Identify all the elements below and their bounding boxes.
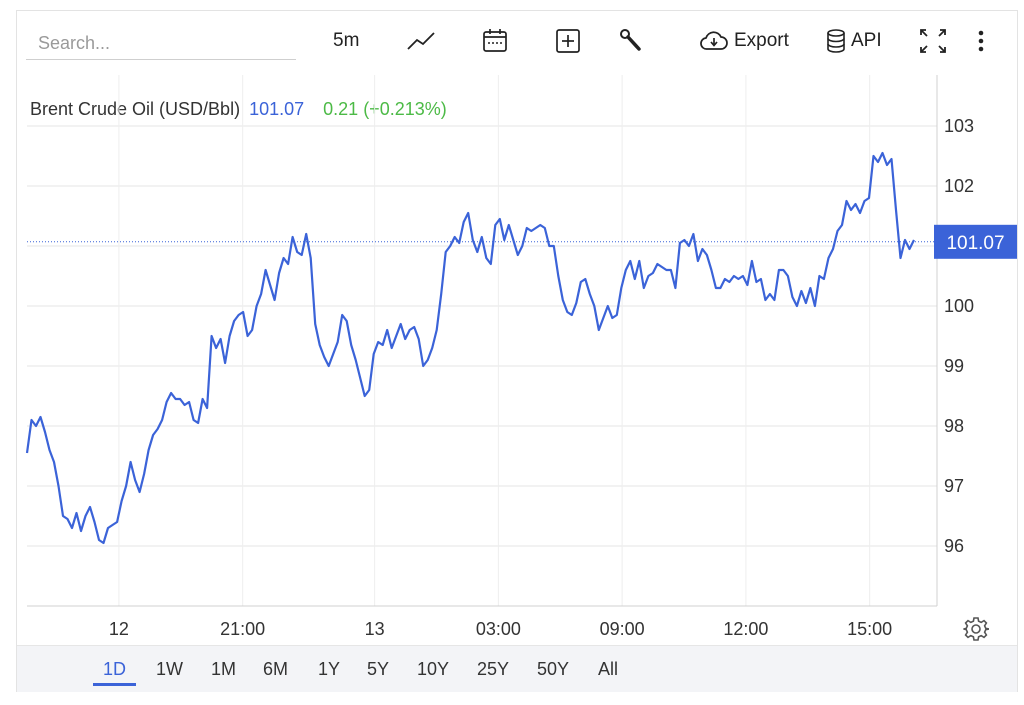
range-button-25y[interactable]: 25Y <box>477 659 510 679</box>
legend-last-value: 101.07 <box>249 99 305 119</box>
wrench-icon <box>620 29 641 51</box>
y-tick-label: 98 <box>944 416 964 436</box>
cloud-download-icon <box>700 31 728 50</box>
x-tick-label: 13 <box>365 619 385 639</box>
calendar-icon <box>483 29 507 52</box>
more-options-button[interactable] <box>976 26 986 56</box>
range-button-1d[interactable]: 1D <box>92 654 137 686</box>
interval-selector[interactable]: 5m <box>333 26 359 56</box>
date-range-button[interactable] <box>482 26 508 56</box>
range-button-1m[interactable]: 1M <box>211 659 237 679</box>
range-button-5y[interactable]: 5Y <box>367 659 390 679</box>
legend-change: 0.21 (+0.213%) <box>323 99 447 119</box>
range-button-10y[interactable]: 10Y <box>417 659 450 679</box>
fullscreen-button[interactable] <box>919 26 947 56</box>
y-tick-label: 102 <box>944 176 974 196</box>
x-tick-label: 15:00 <box>847 619 892 639</box>
x-tick-label: 09:00 <box>600 619 645 639</box>
range-button-1y[interactable]: 1Y <box>318 659 341 679</box>
export-button[interactable]: Export <box>699 26 789 56</box>
fullscreen-icon <box>920 29 946 53</box>
chart-type-button[interactable] <box>406 26 436 56</box>
y-tick-label: 99 <box>944 356 964 376</box>
y-tick-label: 100 <box>944 296 974 316</box>
y-tick-label: 103 <box>944 116 974 136</box>
range-button-6m[interactable]: 6M <box>263 659 289 679</box>
x-tick-label: 12:00 <box>723 619 768 639</box>
last-price-badge-label: 101.07 <box>946 233 1004 254</box>
chart-widget <box>16 10 1018 692</box>
legend-instrument-name: Brent Crude Oil (USD/Bbl) <box>30 99 241 119</box>
x-tick-label: 21:00 <box>220 619 265 639</box>
api-button[interactable]: API <box>826 26 882 56</box>
y-tick-label: 96 <box>944 536 964 556</box>
x-tick-label: 12 <box>109 619 129 639</box>
range-button-1w[interactable]: 1W <box>156 659 183 679</box>
line-chart-icon <box>407 32 435 50</box>
interval-label: 5m <box>333 30 360 51</box>
range-selector-bar: 1D 1W 1M 6M 1Y 5Y 10Y 25Y 50Y All <box>17 645 1017 692</box>
x-tick-label: 03:00 <box>476 619 521 639</box>
settings-gear-icon[interactable] <box>963 616 989 642</box>
last-price-badge <box>934 224 1017 259</box>
plus-square-icon <box>556 29 580 53</box>
search-input[interactable] <box>26 28 296 60</box>
range-button-50y[interactable]: 50Y <box>537 659 570 679</box>
database-icon <box>827 29 845 53</box>
y-tick-label: 97 <box>944 476 964 496</box>
tools-button[interactable] <box>619 26 643 56</box>
more-vertical-icon <box>978 30 984 52</box>
api-label: API <box>851 30 882 51</box>
range-button-all[interactable]: All <box>598 659 619 679</box>
add-indicator-button[interactable] <box>555 26 581 56</box>
price-series-line <box>25 151 915 545</box>
export-label: Export <box>734 30 789 51</box>
chart-legend: Brent Crude Oil (USD/Bbl) 101.07 0.21 (+… <box>30 99 447 120</box>
